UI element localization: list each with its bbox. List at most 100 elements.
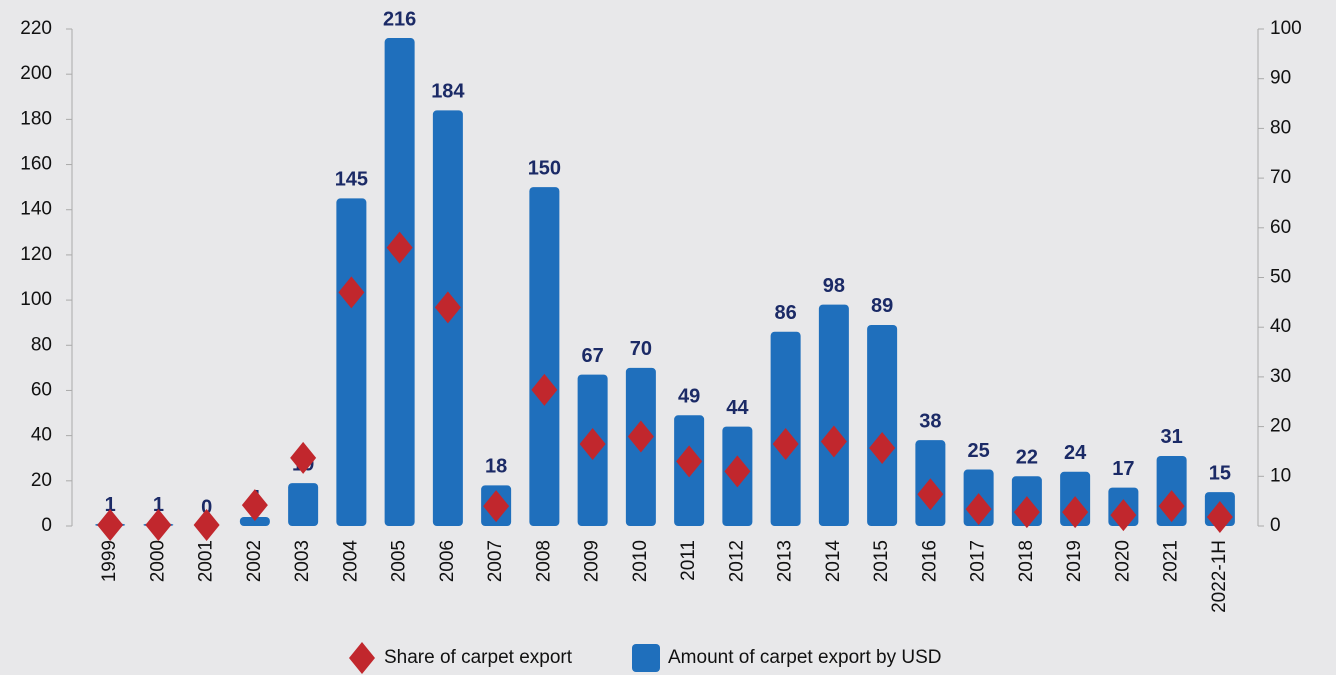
x-tick-label: 2003 bbox=[292, 540, 313, 582]
value-label: 44 bbox=[726, 397, 749, 419]
diamond-marker bbox=[772, 427, 799, 460]
value-label: 184 bbox=[431, 81, 465, 103]
y-tick-label: 140 bbox=[20, 199, 52, 220]
y2-tick-label: 20 bbox=[1270, 416, 1291, 437]
x-tick-label: 2013 bbox=[775, 540, 796, 582]
y-tick-label: 200 bbox=[20, 63, 52, 84]
value-label: 150 bbox=[528, 157, 561, 179]
x-tick-label: 2012 bbox=[726, 540, 747, 582]
diamond-marker bbox=[820, 425, 847, 458]
value-label: 31 bbox=[1161, 426, 1183, 448]
x-tick-label: 2017 bbox=[968, 540, 989, 582]
diamond-marker bbox=[1062, 496, 1089, 529]
value-label: 67 bbox=[582, 345, 604, 367]
diamond-marker bbox=[627, 420, 654, 453]
value-label: 22 bbox=[1016, 447, 1038, 469]
diamond-marker bbox=[531, 373, 558, 406]
y2-tick-label: 90 bbox=[1270, 68, 1291, 89]
x-tick-label: 2021 bbox=[1161, 540, 1182, 582]
diamond-marker bbox=[965, 493, 992, 526]
x-tick-label: 2004 bbox=[340, 540, 361, 583]
diamond-marker bbox=[241, 489, 268, 522]
x-tick-label: 2014 bbox=[823, 540, 844, 583]
legend-label: Share of carpet export bbox=[384, 647, 573, 668]
x-tick-label: 2005 bbox=[389, 540, 410, 582]
diamond-marker bbox=[724, 455, 751, 488]
diamond-marker bbox=[1158, 490, 1185, 523]
x-tick-label: 2019 bbox=[1064, 540, 1085, 582]
x-tick-label: 2015 bbox=[871, 540, 892, 582]
x-tick-label: 2022-1H bbox=[1209, 540, 1230, 613]
diamond-marker bbox=[386, 231, 413, 264]
y2-tick-label: 80 bbox=[1270, 117, 1291, 138]
x-tick-label: 2000 bbox=[147, 540, 168, 582]
value-label: 25 bbox=[968, 440, 990, 462]
value-label: 18 bbox=[485, 456, 507, 478]
value-label: 24 bbox=[1064, 442, 1087, 464]
value-label: 15 bbox=[1209, 462, 1231, 484]
diamond-marker bbox=[869, 431, 896, 464]
x-tick-label: 2006 bbox=[437, 540, 458, 582]
y2-tick-label: 70 bbox=[1270, 167, 1291, 188]
value-label: 98 bbox=[823, 275, 845, 297]
diamond-marker bbox=[97, 509, 124, 542]
bar bbox=[818, 304, 849, 526]
y-tick-label: 80 bbox=[31, 334, 52, 355]
y-tick-label: 20 bbox=[31, 470, 52, 491]
y-tick-label: 60 bbox=[31, 379, 52, 400]
value-label: 216 bbox=[383, 8, 416, 30]
diamond-marker bbox=[483, 490, 510, 523]
y2-tick-label: 10 bbox=[1270, 465, 1291, 486]
x-tick-label: 2010 bbox=[630, 540, 651, 582]
bar bbox=[288, 483, 319, 526]
y-tick-label: 180 bbox=[20, 108, 52, 129]
legend-label: Amount of carpet export by USD bbox=[668, 647, 942, 668]
diamond-marker bbox=[1013, 496, 1040, 529]
diamond-marker bbox=[1206, 501, 1233, 534]
y-tick-label: 160 bbox=[20, 154, 52, 175]
x-tick-label: 2002 bbox=[244, 540, 265, 582]
diamond-marker bbox=[917, 478, 944, 511]
bar bbox=[336, 198, 367, 526]
value-label: 38 bbox=[919, 410, 941, 432]
x-tick-label: 2007 bbox=[485, 540, 506, 582]
value-label: 0 bbox=[201, 496, 212, 518]
y-tick-label: 120 bbox=[20, 244, 52, 265]
bar bbox=[384, 38, 415, 526]
x-tick-label: 2009 bbox=[582, 540, 603, 582]
legend-swatch bbox=[632, 644, 660, 672]
diamond-marker bbox=[193, 509, 220, 542]
y-tick-label: 40 bbox=[31, 425, 52, 446]
y-tick-label: 100 bbox=[20, 289, 52, 310]
x-tick-label: 2011 bbox=[678, 540, 699, 581]
value-label: 89 bbox=[871, 295, 893, 317]
y-tick-label: 220 bbox=[20, 18, 52, 39]
x-tick-label: 2016 bbox=[919, 540, 940, 582]
value-label: 49 bbox=[678, 386, 700, 408]
diamond-marker bbox=[290, 441, 317, 474]
value-label: 17 bbox=[1112, 458, 1134, 480]
y2-tick-label: 50 bbox=[1270, 267, 1291, 288]
x-tick-label: 2001 bbox=[196, 540, 217, 582]
value-label: 86 bbox=[775, 302, 797, 324]
bar bbox=[867, 324, 898, 526]
x-tick-label: 2020 bbox=[1112, 540, 1133, 582]
y2-tick-label: 30 bbox=[1270, 366, 1291, 387]
x-tick-label: 2018 bbox=[1016, 540, 1037, 582]
diamond-marker bbox=[579, 427, 606, 460]
bar bbox=[529, 187, 560, 527]
y2-tick-label: 100 bbox=[1270, 18, 1302, 39]
diamond-marker bbox=[145, 509, 172, 542]
y2-tick-label: 40 bbox=[1270, 316, 1291, 337]
diamond-marker bbox=[1110, 499, 1137, 532]
y2-tick-label: 0 bbox=[1270, 515, 1281, 536]
x-tick-label: 1999 bbox=[99, 540, 120, 582]
diamond-marker bbox=[434, 291, 461, 324]
value-label: 145 bbox=[335, 169, 368, 191]
value-label: 70 bbox=[630, 338, 652, 360]
x-tick-label: 2008 bbox=[533, 540, 554, 582]
value-label: 1 bbox=[105, 494, 116, 516]
value-label: 1 bbox=[153, 494, 164, 516]
diamond-marker bbox=[676, 445, 703, 478]
